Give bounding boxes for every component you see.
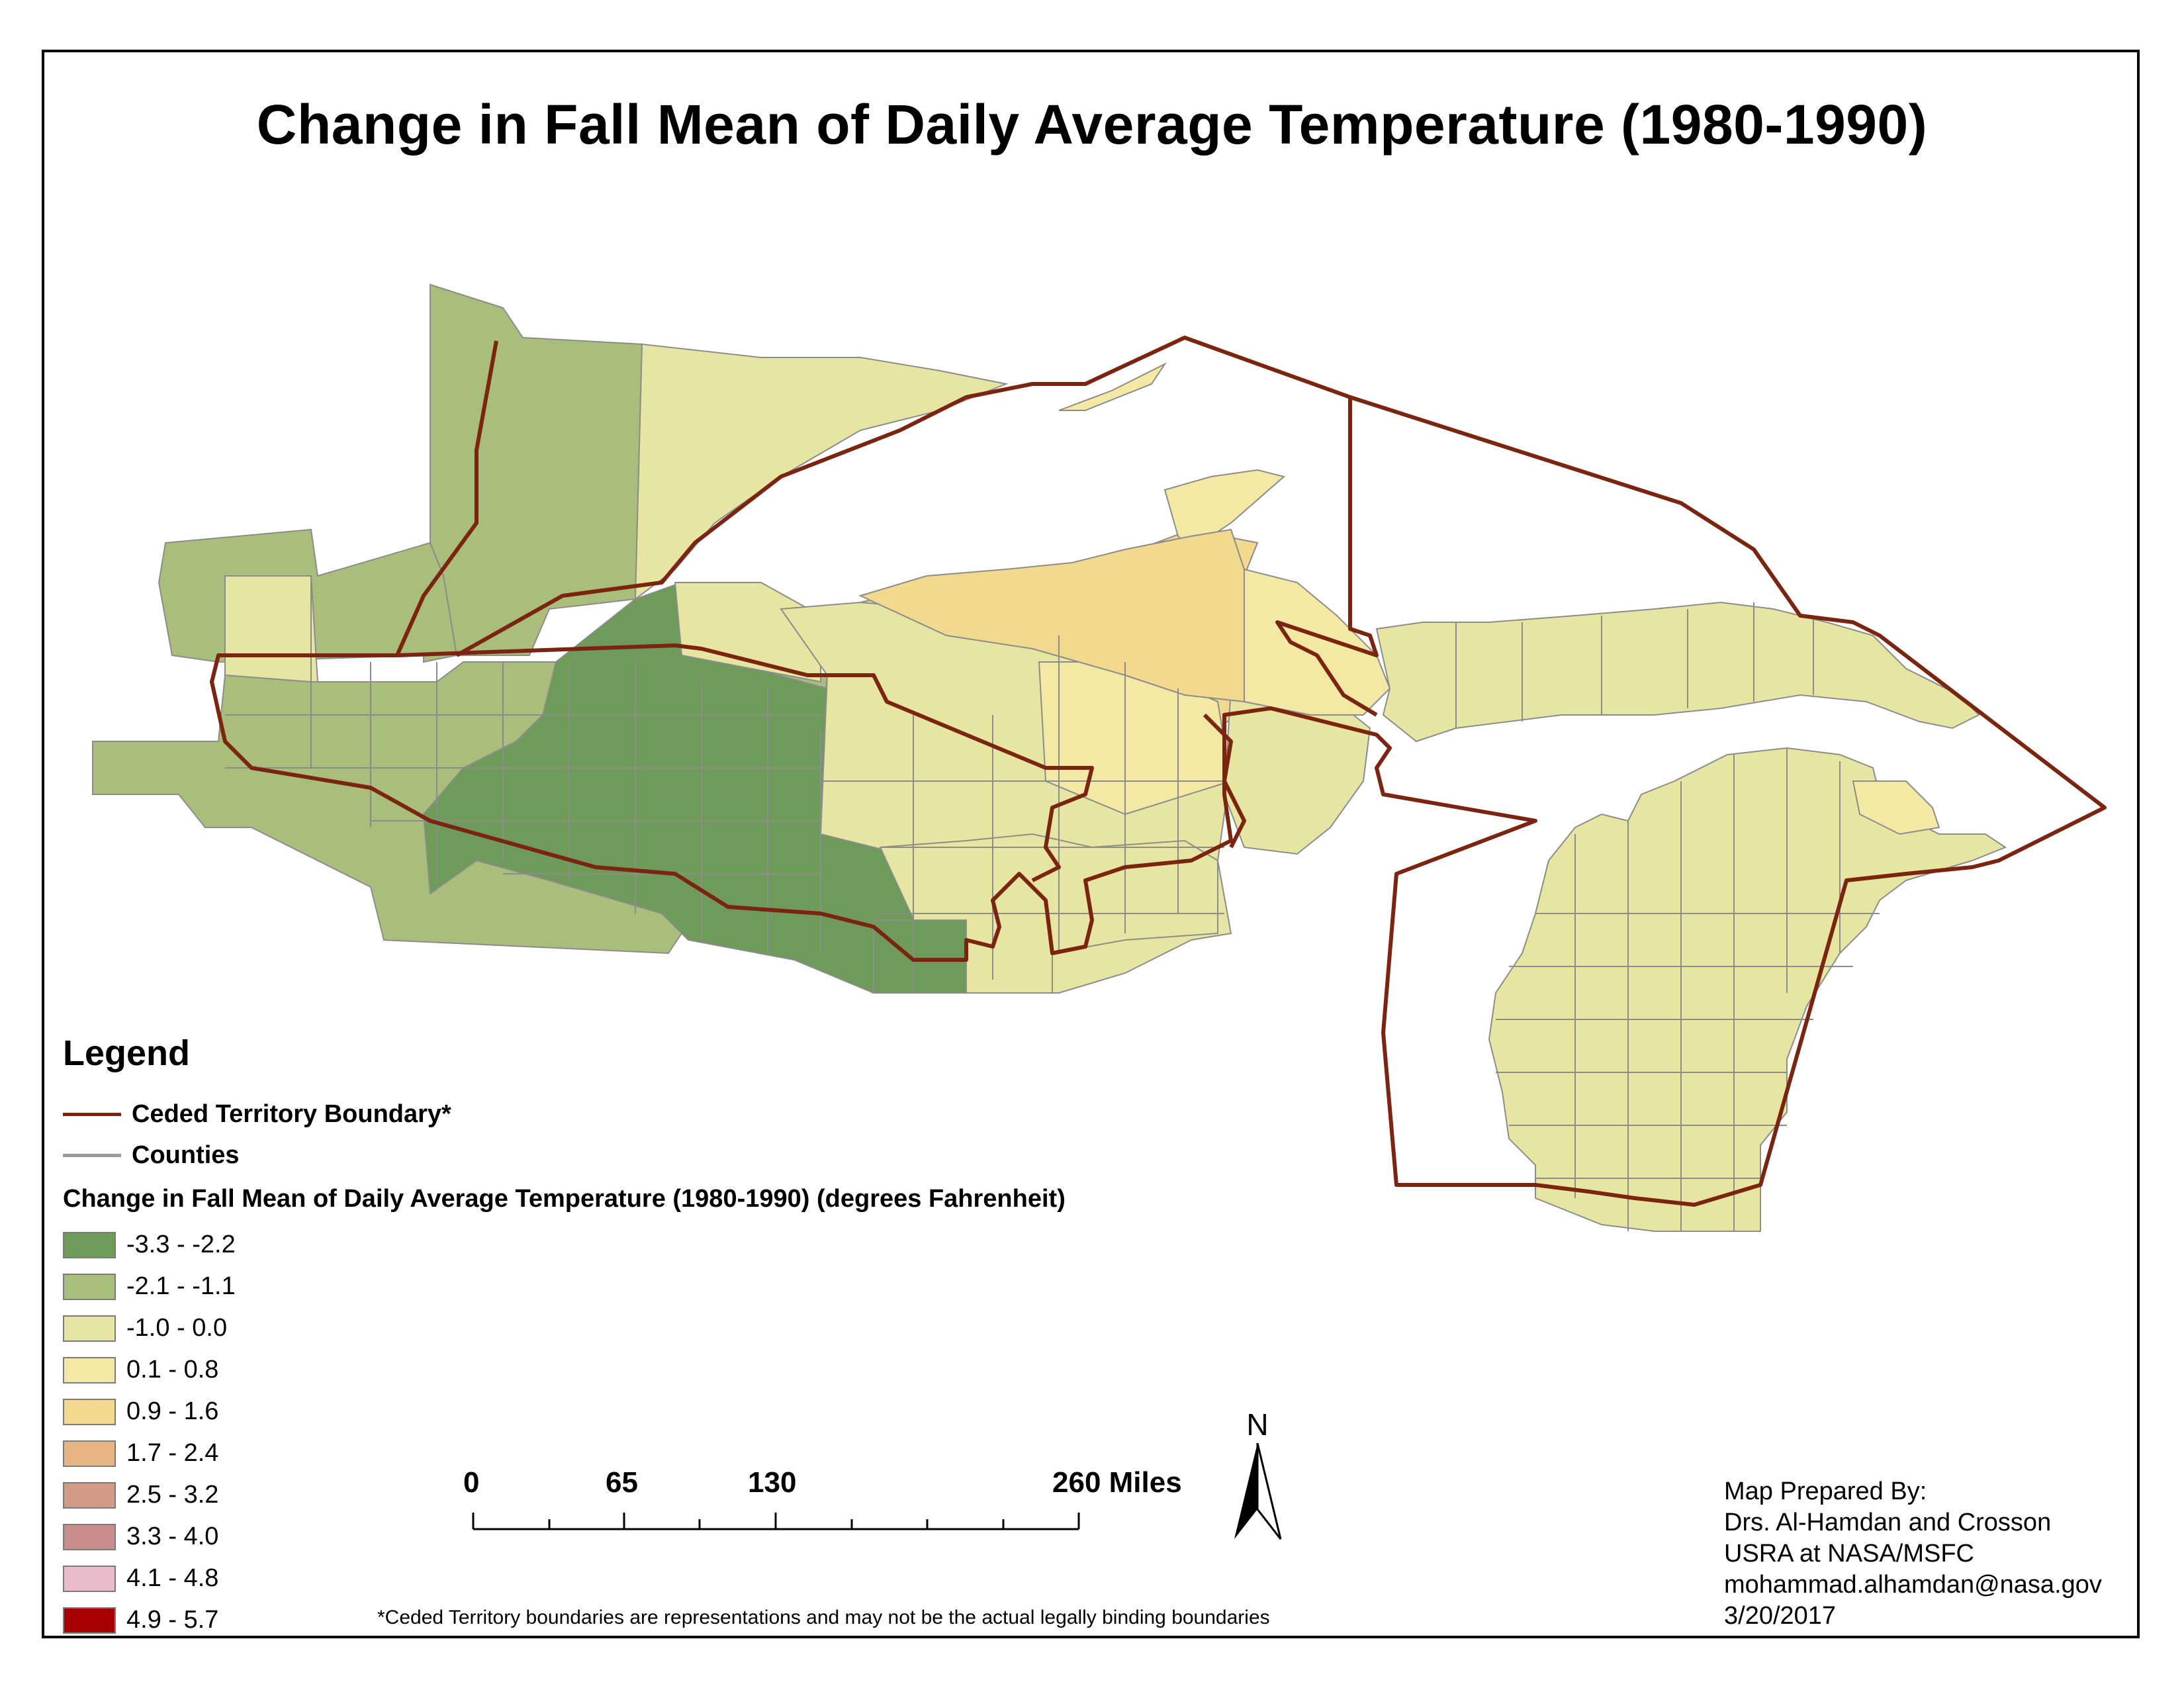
county-region-nw — [430, 283, 643, 656]
legend-class-swatch — [63, 1356, 116, 1383]
legend-boundary-row: Ceded Territory Boundary* — [63, 1094, 1320, 1135]
map-title: Change in Fall Mean of Daily Average Tem… — [256, 93, 1928, 156]
north-label: N — [1246, 1407, 1269, 1442]
county-region-thumb — [1852, 780, 1940, 835]
legend-class-row: 4.1 - 4.8 — [63, 1558, 1320, 1599]
county-region-up-east — [1375, 601, 1980, 743]
legend-class-label: 1.7 - 2.4 — [126, 1439, 219, 1467]
legend-boundary-label: Ceded Territory Boundary* — [132, 1100, 451, 1128]
legend-class-label: 4.9 - 5.7 — [126, 1606, 219, 1634]
footnote: *Ceded Territory boundaries are represen… — [377, 1607, 1270, 1628]
boundary-inner — [396, 643, 1094, 882]
legend: Legend Ceded Territory Boundary* Countie… — [63, 1033, 1320, 1641]
north-arrow-icon — [1234, 1443, 1282, 1540]
legend-counties-label: Counties — [132, 1141, 240, 1169]
legend-class-row: 0.1 - 0.8 — [63, 1349, 1320, 1391]
legend-class-row: -1.0 - 0.0 — [63, 1307, 1320, 1349]
county-region-arrowhead — [634, 343, 1009, 601]
legend-class-row: 0.9 - 1.6 — [63, 1391, 1320, 1432]
county-region-lm — [1488, 747, 2007, 1232]
legend-class-label: 3.3 - 4.0 — [126, 1523, 219, 1550]
legend-class-swatch — [63, 1231, 116, 1258]
lower-michigan-counties — [1488, 747, 2007, 1232]
county-region-sw-dark — [873, 919, 967, 994]
legend-class-row: 2.5 - 3.2 — [63, 1474, 1320, 1516]
boundary-wi — [1203, 713, 1246, 849]
legend-class-label: -1.0 - 0.0 — [126, 1314, 228, 1342]
legend-class-label: 0.1 - 0.8 — [126, 1356, 219, 1383]
scale-bar — [472, 1513, 1080, 1530]
credits-line2: Drs. Al-Hamdan and Crosson — [1724, 1509, 2052, 1536]
legend-class-row: -2.1 - -1.1 — [63, 1266, 1320, 1307]
scale-label-260: 260 Miles — [1052, 1466, 1182, 1499]
legend-class-label: 0.9 - 1.6 — [126, 1397, 219, 1425]
boundary-1837-1854 — [210, 336, 2107, 1207]
legend-title: Legend — [63, 1033, 191, 1073]
legend-class-swatch — [63, 1607, 116, 1634]
legend-class-row: 1.7 - 2.4 — [63, 1432, 1320, 1474]
credits-line4: mohammad.alhamdan@nasa.gov — [1724, 1571, 2102, 1599]
map-frame — [42, 50, 2140, 1638]
scale-label-0: 0 — [463, 1466, 480, 1499]
county-region-pale-pocket — [224, 575, 319, 682]
legend-class-swatch — [63, 1523, 116, 1550]
upper-peninsula-counties — [858, 362, 1980, 743]
legend-class-list: -3.3 - -2.2 -2.1 - -1.1 -1.0 - 0.0 0.1 - 0.… — [63, 1224, 1320, 1641]
credits: Map Prepared By: Drs. Al-Hamdan and Cros… — [1724, 1476, 2102, 1632]
legend-class-row: 4.9 - 5.7 — [63, 1599, 1320, 1641]
north-arrow: N — [1228, 1407, 1287, 1540]
credits-line1: Map Prepared By: — [1724, 1477, 1927, 1505]
scale-label-65: 65 — [606, 1466, 638, 1499]
scale-label-130: 130 — [748, 1466, 797, 1499]
legend-class-swatch — [63, 1398, 116, 1425]
legend-class-swatch — [63, 1481, 116, 1509]
legend-class-swatch — [63, 1315, 116, 1342]
county-region-up-central — [1244, 568, 1391, 716]
ceded-territory-boundary — [210, 336, 2107, 1207]
credits-line3: USRA at NASA/MSFC — [1724, 1540, 1974, 1568]
legend-class-row: -3.3 - -2.2 — [63, 1224, 1320, 1266]
legend-class-row: 3.3 - 4.0 — [63, 1516, 1320, 1558]
legend-field-title: Change in Fall Mean of Daily Average Tem… — [63, 1185, 1066, 1213]
legend-class-label: 4.1 - 4.8 — [126, 1564, 219, 1592]
credits-line5: 3/20/2017 — [1724, 1602, 1837, 1630]
legend-class-label: 2.5 - 3.2 — [126, 1481, 219, 1509]
county-region-isle — [1058, 362, 1167, 411]
legend-class-label: -2.1 - -1.1 — [126, 1272, 236, 1300]
legend-class-swatch — [63, 1565, 116, 1592]
legend-class-label: -3.3 - -2.2 — [126, 1231, 236, 1258]
boundary-1842 — [1275, 397, 1379, 717]
legend-counties-row: Counties — [63, 1135, 1320, 1176]
legend-class-swatch — [63, 1440, 116, 1467]
county-lines — [225, 576, 1880, 1231]
legend-class-swatch — [63, 1273, 116, 1300]
boundary-line-swatch — [63, 1112, 121, 1116]
counties-line-swatch — [63, 1153, 121, 1157]
